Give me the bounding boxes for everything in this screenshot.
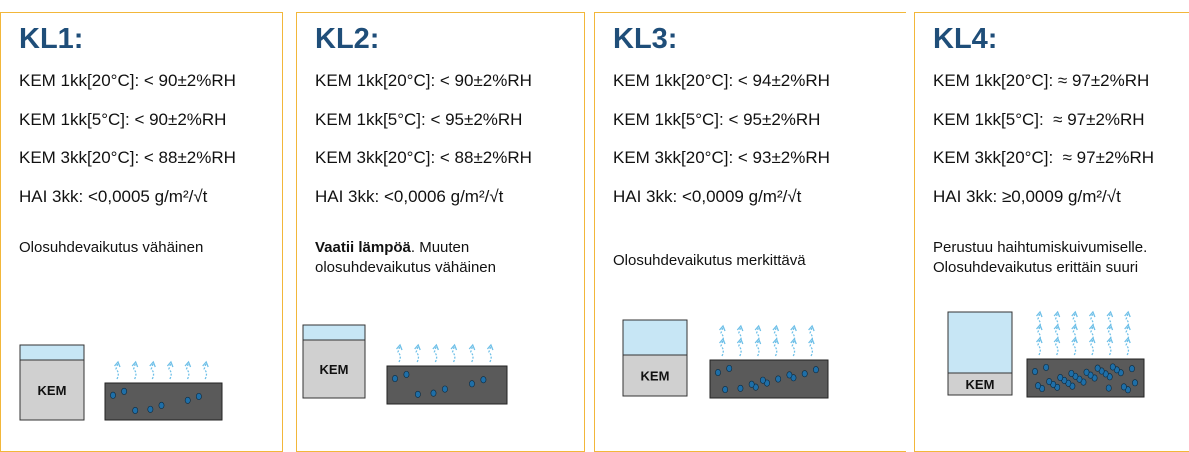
slab-dot [1132,380,1137,386]
slab-dot [1095,365,1100,371]
slab-dot [185,397,190,403]
slab-dot [392,375,397,381]
slab-dot [1069,370,1074,376]
slab-dot [727,365,732,371]
vapor-arrow [134,363,136,379]
vapor-arrow [204,363,206,379]
slab-dot [404,371,409,377]
container-label: KEM [38,383,67,398]
container-label: KEM [320,362,349,377]
slab-dot [415,391,420,397]
slab-dot [1035,382,1040,388]
slab-dot [110,392,115,398]
vapor-arrow [489,346,491,362]
slab-dot [1129,365,1134,371]
slab-dot [122,388,127,394]
slab-dot [133,407,138,413]
slab-dot [787,372,792,378]
slab-dot [1058,374,1063,380]
vapor-arrow [398,346,400,362]
slab-dot [760,377,765,383]
slab-dot [715,369,720,375]
slab-dot [1032,368,1037,374]
vapor-arrow [187,363,189,379]
slab-dot [1044,364,1049,370]
slab-dot [469,381,474,387]
slab-dot [442,386,447,392]
slab-dot [738,385,743,391]
slab-dot [1121,384,1126,390]
slab-dot [776,376,781,382]
slab-dot [1106,385,1111,391]
container-water [303,325,365,340]
slab-dot [481,377,486,383]
slab-dot [1110,364,1115,370]
container-label: KEM [641,369,670,384]
slab-dot [1047,378,1052,384]
slab-dot [813,366,818,372]
vapor-arrow [471,346,473,362]
container-label: KEM [966,377,995,392]
slab-dot [802,371,807,377]
container-water [948,312,1012,373]
slab-dot [431,390,436,396]
slab-dot [1084,369,1089,375]
vapor-arrow [169,363,171,379]
illustrations: KEM KEM KEM KEM [0,0,1189,437]
vapor-arrow [453,346,455,362]
page: KL1:KEM 1kk[20°C]: < 90±2%RHKEM 1kk[5°C]… [0,0,1189,437]
slab-dot [196,393,201,399]
slab-dot [148,406,153,412]
vapor-arrow [416,346,418,362]
slab-dot [723,386,728,392]
slab-dot [749,381,754,387]
container-water [623,320,687,355]
vapor-arrow [116,363,118,379]
vapor-arrow [151,363,153,379]
container-water [20,345,84,360]
vapor-arrow [434,346,436,362]
slab-dot [159,402,164,408]
